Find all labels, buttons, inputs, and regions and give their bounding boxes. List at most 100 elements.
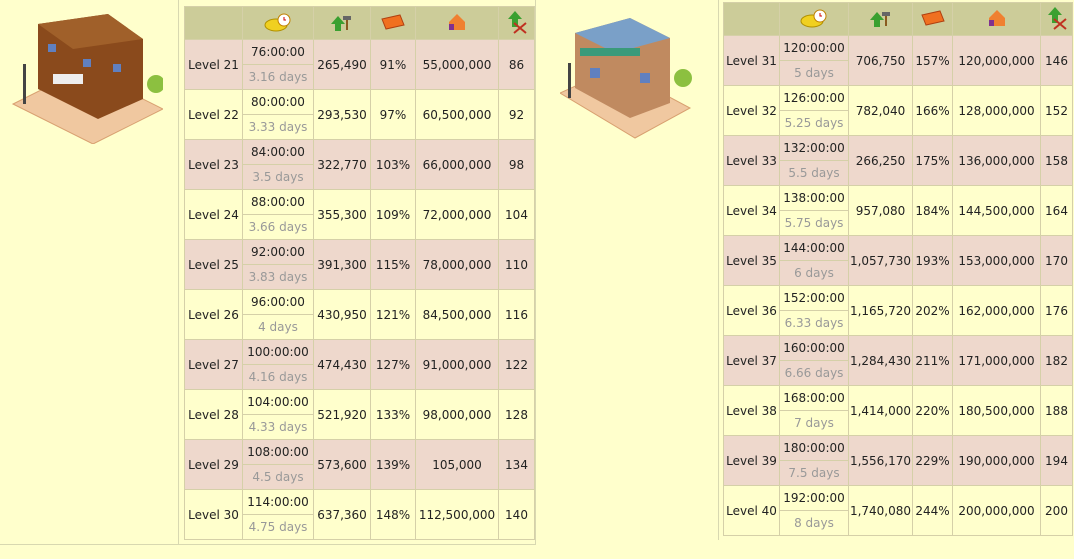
build-time: 180:00:00	[779, 435, 849, 461]
points-cell: 182	[1040, 335, 1073, 386]
house-icon	[446, 12, 468, 35]
table-row: Level 22 80:00:00 293,530 97% 60,500,000…	[184, 89, 535, 140]
table-row: Level 40 192:00:00 1,740,080 244% 200,00…	[723, 485, 1073, 536]
points-cell: 92	[498, 89, 535, 140]
percent-cell: 97%	[370, 89, 416, 140]
percent-cell: 133%	[370, 389, 416, 440]
value-cell: 180,500,000	[952, 385, 1041, 436]
cost-cell: 521,920	[313, 389, 371, 440]
table-row: Level 27 100:00:00 474,430 127% 91,000,0…	[184, 339, 535, 390]
cost-cell: 637,360	[313, 489, 371, 540]
build-time: 192:00:00	[779, 485, 849, 511]
build-time: 114:00:00	[242, 489, 314, 515]
value-cell: 136,000,000	[952, 135, 1041, 186]
build-time: 132:00:00	[779, 135, 849, 161]
table-row: Level 33 132:00:00 266,250 175% 136,000,…	[723, 135, 1073, 186]
table-row: Level 36 152:00:00 1,165,720 202% 162,00…	[723, 285, 1073, 336]
header-upgrade-hammer-icon	[313, 6, 371, 40]
value-cell: 84,500,000	[415, 289, 499, 340]
header-upgrade-hammer-icon	[848, 2, 913, 36]
build-days: 3.16 days	[242, 64, 314, 90]
builder-hat-clock-icon	[799, 8, 829, 31]
percent-cell: 109%	[370, 189, 416, 240]
build-days: 5.25 days	[779, 110, 849, 136]
build-time: 96:00:00	[242, 289, 314, 315]
points-cell: 146	[1040, 35, 1073, 86]
house-icon	[986, 8, 1008, 31]
build-days: 6.33 days	[779, 310, 849, 336]
cost-cell: 265,490	[313, 39, 371, 90]
build-time: 126:00:00	[779, 85, 849, 111]
level-cell: Level 29	[184, 439, 243, 490]
points-cell: 128	[498, 389, 535, 440]
upgrade-tools-icon	[506, 9, 528, 38]
cost-cell: 1,165,720	[848, 285, 913, 336]
points-cell: 86	[498, 39, 535, 90]
build-time: 168:00:00	[779, 385, 849, 411]
build-time: 152:00:00	[779, 285, 849, 311]
build-days: 3.33 days	[242, 114, 314, 140]
table-row: Level 30 114:00:00 637,360 148% 112,500,…	[184, 489, 535, 540]
build-days: 3.66 days	[242, 214, 314, 240]
build-time: 76:00:00	[242, 39, 314, 65]
upgrade-hammer-icon	[868, 8, 894, 31]
header-ticket-icon	[912, 2, 953, 36]
points-cell: 170	[1040, 235, 1073, 286]
header-level	[184, 6, 243, 40]
value-cell: 91,000,000	[415, 339, 499, 390]
level-cell: Level 39	[723, 435, 780, 486]
points-cell: 194	[1040, 435, 1073, 486]
ticket-icon	[920, 9, 946, 30]
value-cell: 120,000,000	[952, 35, 1041, 86]
header-house-icon	[952, 2, 1041, 36]
table-row: Level 31 120:00:00 706,750 157% 120,000,…	[723, 35, 1073, 86]
value-cell: 78,000,000	[415, 239, 499, 290]
build-time: 144:00:00	[779, 235, 849, 261]
points-cell: 122	[498, 339, 535, 390]
header-house-icon	[415, 6, 499, 40]
upgrade-tools-icon	[1046, 5, 1068, 34]
value-cell: 128,000,000	[952, 85, 1041, 136]
header-level	[723, 2, 780, 36]
build-time: 84:00:00	[242, 139, 314, 165]
level-cell: Level 36	[723, 285, 780, 336]
value-cell: 60,500,000	[415, 89, 499, 140]
points-cell: 116	[498, 289, 535, 340]
points-cell: 98	[498, 139, 535, 190]
header-row	[723, 2, 1073, 36]
percent-cell: 175%	[912, 135, 953, 186]
points-cell: 188	[1040, 385, 1073, 436]
table-row: Level 39 180:00:00 1,556,170 229% 190,00…	[723, 435, 1073, 486]
table-row: Level 38 168:00:00 1,414,000 220% 180,50…	[723, 385, 1073, 436]
build-days: 4.5 days	[242, 464, 314, 490]
cost-cell: 1,057,730	[848, 235, 913, 286]
level-cell: Level 38	[723, 385, 780, 436]
level-cell: Level 37	[723, 335, 780, 386]
percent-cell: 193%	[912, 235, 953, 286]
build-time: 80:00:00	[242, 89, 314, 115]
percent-cell: 127%	[370, 339, 416, 390]
percent-cell: 121%	[370, 289, 416, 340]
cost-cell: 391,300	[313, 239, 371, 290]
level-cell: Level 27	[184, 339, 243, 390]
build-days: 3.5 days	[242, 164, 314, 190]
build-days: 5.75 days	[779, 210, 849, 236]
percent-cell: 166%	[912, 85, 953, 136]
cost-cell: 355,300	[313, 189, 371, 240]
table-row: Level 23 84:00:00 322,770 103% 66,000,00…	[184, 139, 535, 190]
build-days: 4.16 days	[242, 364, 314, 390]
cost-cell: 322,770	[313, 139, 371, 190]
value-cell: 112,500,000	[415, 489, 499, 540]
header-builder-hat-clock-icon	[779, 2, 849, 36]
build-days: 6.66 days	[779, 360, 849, 386]
build-days: 7.5 days	[779, 460, 849, 486]
points-cell: 158	[1040, 135, 1073, 186]
percent-cell: 139%	[370, 439, 416, 490]
build-days: 5.5 days	[779, 160, 849, 186]
level-cell: Level 23	[184, 139, 243, 190]
value-cell: 200,000,000	[952, 485, 1041, 536]
percent-cell: 115%	[370, 239, 416, 290]
build-time: 138:00:00	[779, 185, 849, 211]
divider	[178, 0, 179, 545]
percent-cell: 91%	[370, 39, 416, 90]
